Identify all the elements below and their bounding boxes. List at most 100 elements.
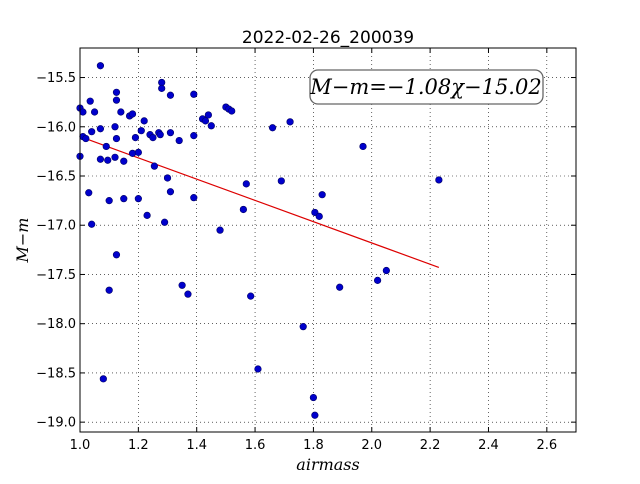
x-tick-label: 2.0 xyxy=(361,438,382,453)
x-tick-label: 1.4 xyxy=(186,438,207,453)
data-point xyxy=(120,157,128,165)
data-point xyxy=(239,205,247,214)
data-point xyxy=(143,211,151,219)
data-point xyxy=(82,134,90,143)
data-point xyxy=(156,131,164,139)
data-point xyxy=(134,195,142,203)
data-point xyxy=(166,129,175,137)
x-tick-label: 1.2 xyxy=(128,438,149,453)
data-point xyxy=(311,411,319,419)
data-point xyxy=(315,212,323,220)
data-point xyxy=(204,111,212,119)
data-point xyxy=(111,153,119,161)
data-point xyxy=(163,174,172,182)
x-tick-label: 2.6 xyxy=(536,438,557,453)
tick-labels: 1.0 1.2 1.4 1.6 1.8 2.0 2.2 2.4 2.6 −15.5 −16.0 −16… xyxy=(36,71,557,453)
y-tick-label: −18.5 xyxy=(36,366,76,381)
data-point xyxy=(104,156,112,164)
data-point xyxy=(286,118,294,126)
y-tick-label: −15.5 xyxy=(36,71,76,86)
equation-box-frame xyxy=(309,69,544,105)
data-point xyxy=(242,180,250,188)
data-point xyxy=(105,197,113,205)
data-point xyxy=(158,84,166,92)
data-point xyxy=(140,117,148,125)
data-point xyxy=(120,195,128,203)
x-axis-label: airmass xyxy=(296,455,359,474)
data-point xyxy=(150,162,158,170)
data-point xyxy=(96,155,105,163)
y-tick-label: −16.0 xyxy=(36,120,76,135)
plot-frame xyxy=(79,47,577,433)
data-point xyxy=(359,142,367,151)
data-point xyxy=(175,136,183,145)
chart-title: 2022-02-26_200039 xyxy=(242,28,414,48)
data-point xyxy=(216,226,224,234)
data-point xyxy=(201,117,210,125)
data-point xyxy=(128,149,137,157)
data-point xyxy=(374,276,382,284)
data-point xyxy=(149,134,157,142)
y-tick-label: −17.5 xyxy=(36,268,76,283)
data-point xyxy=(88,220,96,228)
data-point xyxy=(96,125,105,133)
data-points xyxy=(76,62,443,419)
data-point xyxy=(96,62,105,70)
data-point xyxy=(134,148,142,156)
fit-line-group xyxy=(85,138,440,268)
data-point xyxy=(85,189,93,197)
data-point xyxy=(228,107,236,115)
data-point xyxy=(309,393,318,402)
data-point xyxy=(112,251,121,259)
x-tick-label: 1.0 xyxy=(70,438,91,453)
data-point xyxy=(277,177,285,185)
data-point xyxy=(112,134,121,143)
y-axis-label: M−m xyxy=(13,218,32,264)
data-point xyxy=(137,127,145,135)
data-point xyxy=(90,108,99,116)
fit-equation: M−m=−1.08χ−15.02 xyxy=(309,75,541,99)
x-tick-label: 2.4 xyxy=(478,438,499,453)
x-tick-label: 1.8 xyxy=(303,438,324,453)
x-tick-label: 1.6 xyxy=(245,438,266,453)
grid-lines xyxy=(79,48,576,432)
data-point xyxy=(184,290,192,298)
data-point xyxy=(435,176,443,184)
data-point xyxy=(131,134,140,142)
data-point xyxy=(128,110,137,118)
data-point xyxy=(117,108,125,116)
data-point xyxy=(166,91,175,99)
data-point xyxy=(88,128,96,136)
data-point xyxy=(166,188,175,196)
data-point xyxy=(268,124,277,132)
data-point xyxy=(382,266,390,275)
axis-ticks xyxy=(79,48,576,432)
x-tick-label: 2.2 xyxy=(420,438,441,453)
data-point xyxy=(336,283,344,291)
data-point xyxy=(318,191,326,199)
fit-line xyxy=(85,138,440,268)
data-point xyxy=(247,292,255,300)
data-point xyxy=(161,218,169,226)
data-point xyxy=(105,286,113,294)
data-point xyxy=(112,88,121,96)
data-point xyxy=(112,96,121,104)
data-point xyxy=(190,90,198,98)
data-point xyxy=(178,281,186,289)
y-tick-label: −19.0 xyxy=(36,416,76,431)
data-point xyxy=(207,122,215,130)
data-point xyxy=(102,142,110,151)
data-point xyxy=(79,108,87,116)
data-point xyxy=(99,375,107,383)
y-tick-label: −18.0 xyxy=(36,317,76,332)
y-tick-label: −17.0 xyxy=(36,219,76,234)
data-point xyxy=(111,123,119,131)
data-point xyxy=(86,97,94,105)
plot-area xyxy=(80,48,576,432)
data-point xyxy=(190,194,198,202)
data-point xyxy=(254,365,262,373)
y-tick-label: −16.5 xyxy=(36,170,76,185)
fit-equation-box: M−m=−1.08χ−15.02 xyxy=(309,69,544,105)
